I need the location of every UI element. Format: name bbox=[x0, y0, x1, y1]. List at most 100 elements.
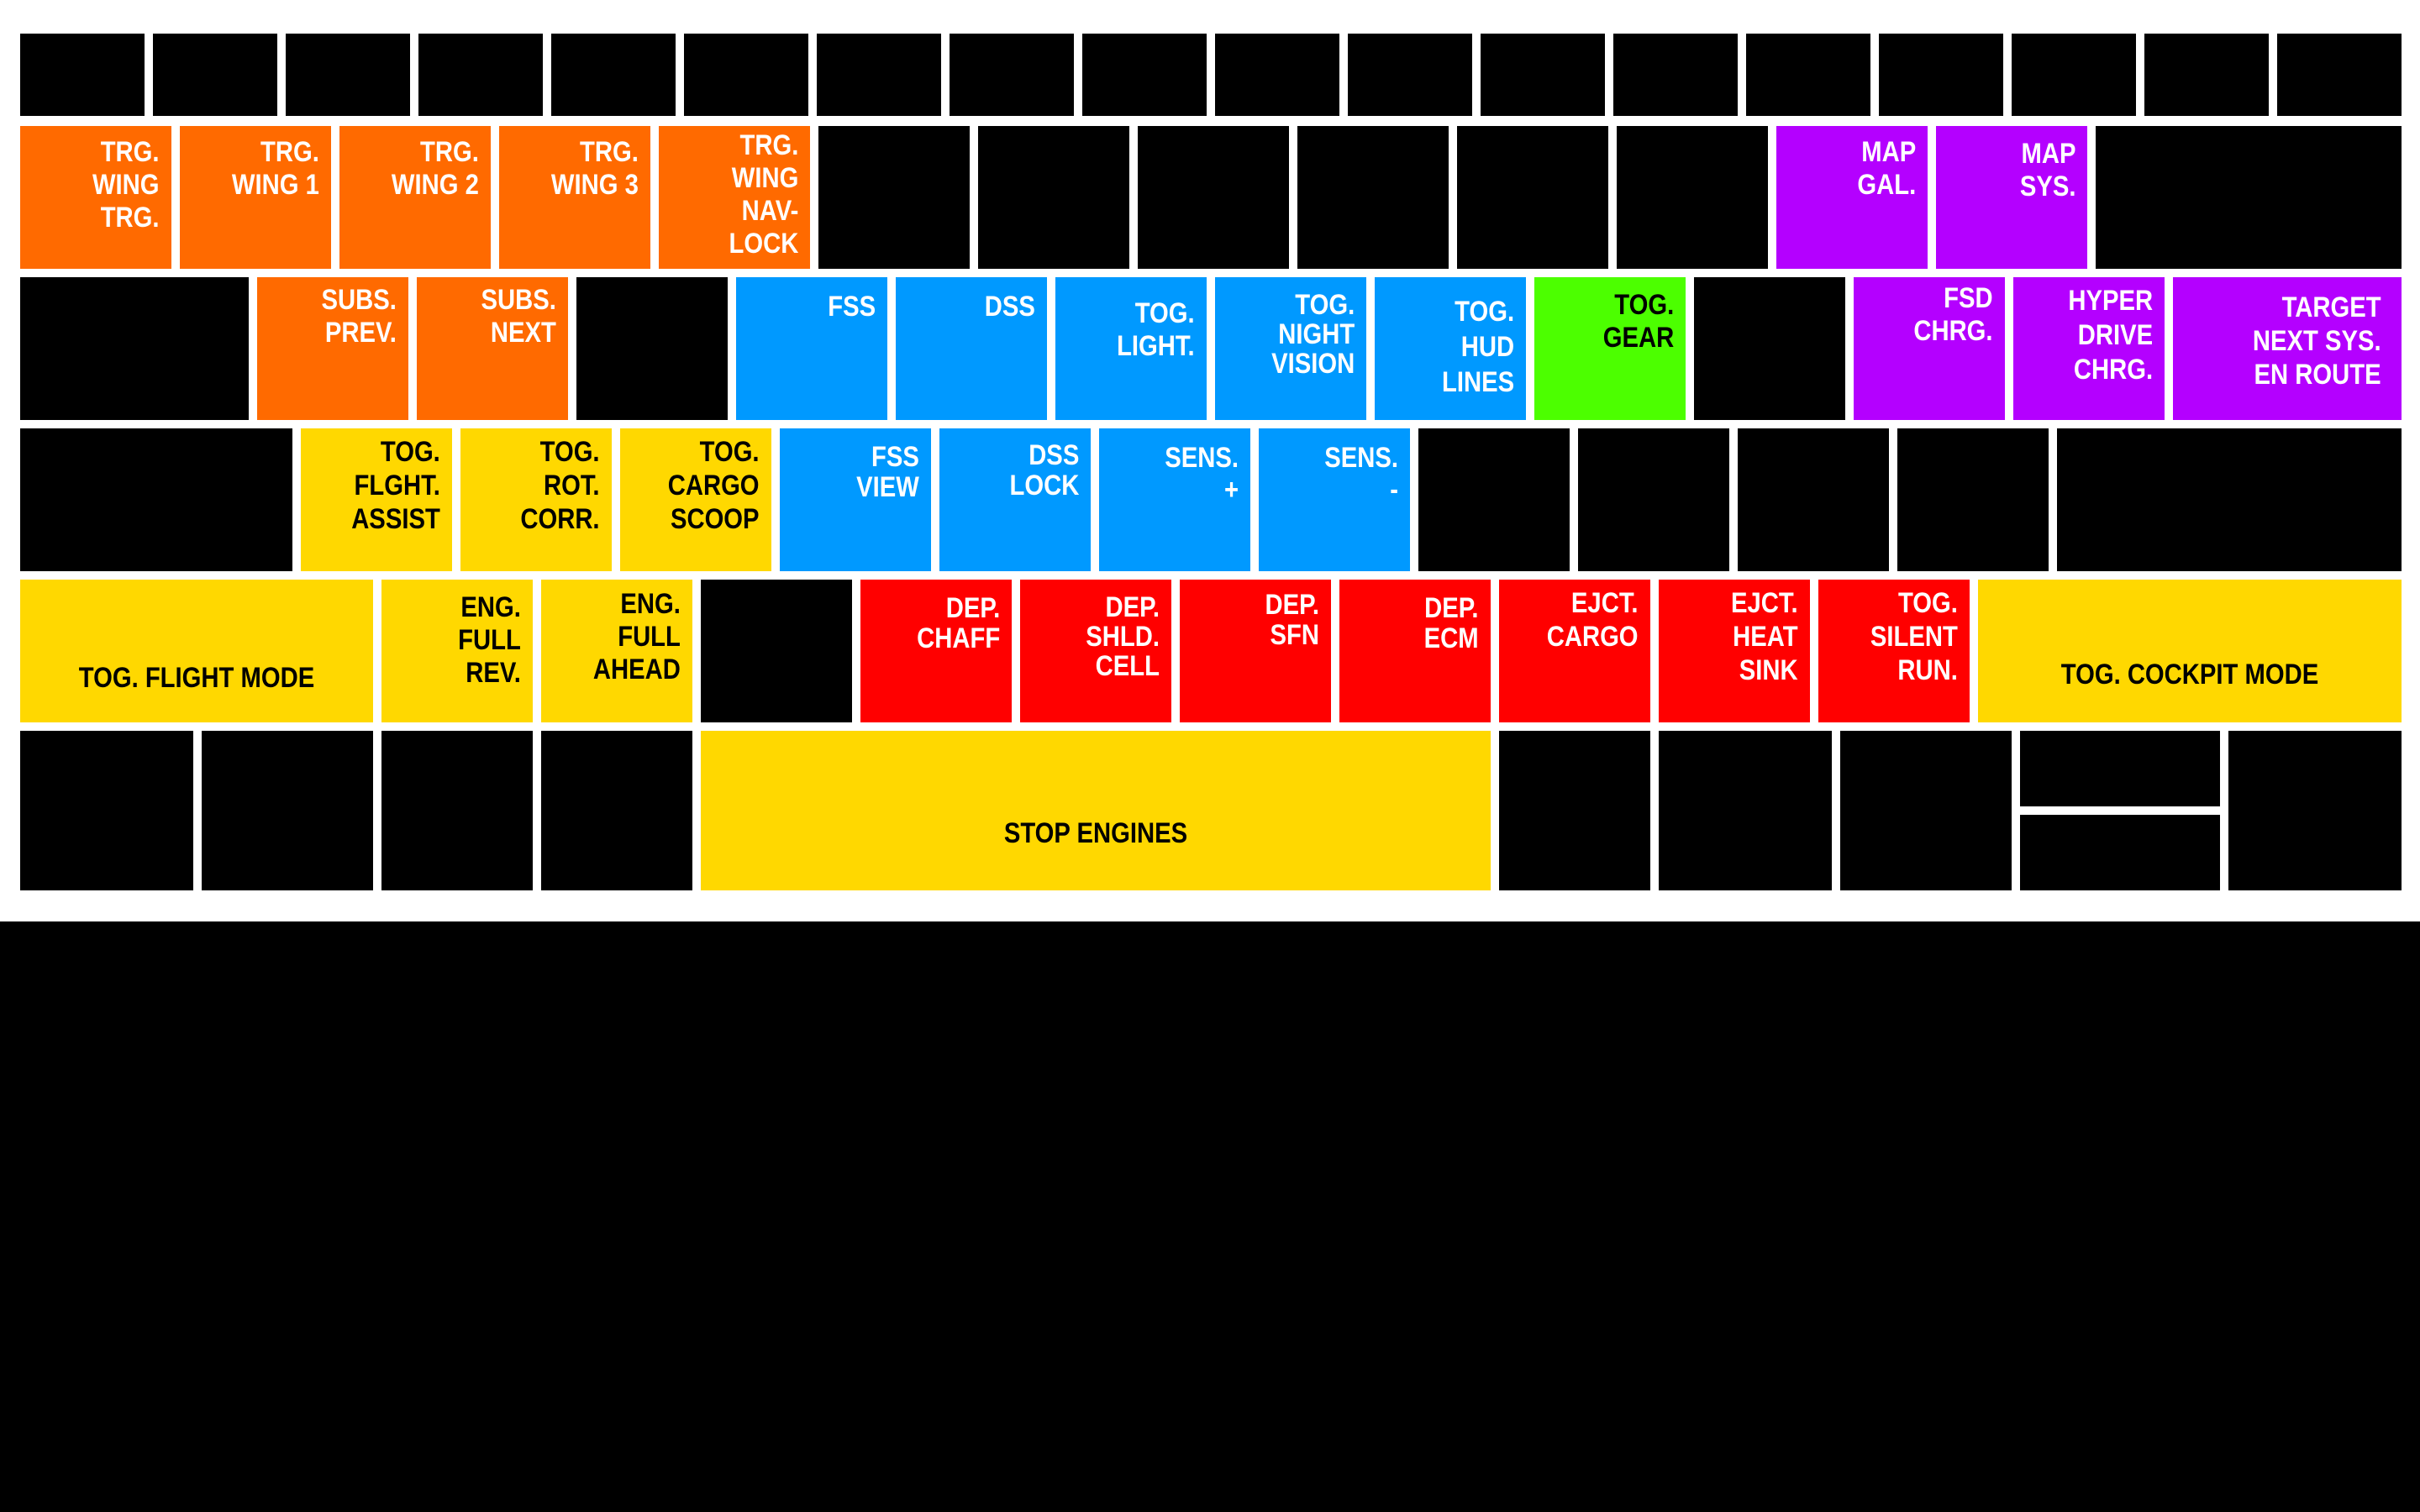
key-blank[interactable] bbox=[2096, 126, 2402, 269]
key-blank[interactable] bbox=[2144, 34, 2269, 116]
key-tog-rot-corr[interactable]: TOG. ROT. CORR. bbox=[460, 428, 612, 571]
key-dss-lock[interactable]: DSS LOCK bbox=[939, 428, 1091, 571]
key-blank[interactable] bbox=[950, 34, 1074, 116]
key-label: TOG. GEAR bbox=[1602, 289, 1674, 354]
key-eng-full-rev[interactable]: ENG. FULL REV. bbox=[381, 580, 533, 722]
key-label: HYPER DRIVE CHRG. bbox=[2068, 285, 2153, 386]
key-fsd-chrg[interactable]: FSD CHRG. bbox=[1854, 277, 2005, 420]
key-blank[interactable] bbox=[1617, 126, 1768, 269]
key-stop-engines[interactable]: STOP ENGINES bbox=[701, 731, 1491, 890]
key-trg-wing-2[interactable]: TRG. WING 2 bbox=[339, 126, 491, 269]
key-blank[interactable] bbox=[1297, 126, 1449, 269]
key-trg-wing-1[interactable]: TRG. WING 1 bbox=[180, 126, 331, 269]
key-blank[interactable] bbox=[576, 277, 728, 420]
key-label: TRG. WING 1 bbox=[232, 136, 319, 201]
keyboard-layout: TRG. WING TRG. TRG. WING 1 TRG. WING 2 T… bbox=[0, 0, 2420, 921]
key-label: DSS LOCK bbox=[1009, 439, 1079, 501]
key-blank[interactable] bbox=[2228, 731, 2402, 890]
key-blank[interactable] bbox=[1659, 731, 1832, 890]
key-map-sys[interactable]: MAP SYS. bbox=[1936, 126, 2087, 269]
key-dep-ecm[interactable]: DEP. ECM bbox=[1339, 580, 1491, 722]
key-blank[interactable] bbox=[381, 731, 533, 890]
key-arrow-up[interactable] bbox=[2020, 731, 2220, 806]
key-blank[interactable] bbox=[418, 34, 543, 116]
key-subs-next[interactable]: SUBS. NEXT bbox=[417, 277, 568, 420]
key-label: STOP ENGINES bbox=[1003, 817, 1188, 849]
key-blank[interactable] bbox=[1082, 34, 1207, 116]
key-hyper-drive-chrg[interactable]: HYPER DRIVE CHRG. bbox=[2013, 277, 2165, 420]
key-tog-night-vision[interactable]: TOG. NIGHT VISION bbox=[1215, 277, 1366, 420]
key-blank[interactable] bbox=[1215, 34, 1339, 116]
key-blank[interactable] bbox=[1481, 34, 1605, 116]
key-trg-wing-nav-lock[interactable]: TRG. WING NAV- LOCK bbox=[659, 126, 810, 269]
key-map-gal[interactable]: MAP GAL. bbox=[1776, 126, 1928, 269]
key-blank[interactable] bbox=[1840, 731, 2012, 890]
key-blank[interactable] bbox=[2277, 34, 2402, 116]
key-label: SENS. + bbox=[1165, 442, 1239, 506]
key-tog-flght-assist[interactable]: TOG. FLGHT. ASSIST bbox=[301, 428, 452, 571]
key-sens-minus[interactable]: SENS. - bbox=[1259, 428, 1410, 571]
key-blank[interactable] bbox=[1738, 428, 1889, 571]
key-blank[interactable] bbox=[153, 34, 277, 116]
key-tog-hud-lines[interactable]: TOG. HUD LINES bbox=[1375, 277, 1526, 420]
key-subs-prev[interactable]: SUBS. PREV. bbox=[257, 277, 408, 420]
key-blank[interactable] bbox=[1613, 34, 1738, 116]
key-trg-wing-trg[interactable]: TRG. WING TRG. bbox=[20, 126, 171, 269]
key-blank[interactable] bbox=[551, 34, 676, 116]
key-label: TOG. ROT. CORR. bbox=[520, 436, 600, 535]
key-blank[interactable] bbox=[684, 34, 808, 116]
key-fss-view[interactable]: FSS VIEW bbox=[780, 428, 931, 571]
key-blank[interactable] bbox=[1348, 34, 1472, 116]
key-blank[interactable] bbox=[2057, 428, 2402, 571]
key-label: DEP. CHAFF bbox=[916, 592, 1000, 654]
key-tog-light[interactable]: TOG. LIGHT. bbox=[1055, 277, 1207, 420]
key-target-next-sys-en-route[interactable]: TARGET NEXT SYS. EN ROUTE bbox=[2173, 277, 2402, 420]
key-tog-silent-run[interactable]: TOG. SILENT RUN. bbox=[1818, 580, 1970, 722]
key-blank[interactable] bbox=[1897, 428, 2049, 571]
key-blank[interactable] bbox=[1499, 731, 1650, 890]
key-label: DEP. SFN bbox=[1265, 589, 1319, 651]
key-blank[interactable] bbox=[20, 34, 145, 116]
key-sens-plus[interactable]: SENS. + bbox=[1099, 428, 1250, 571]
key-tog-flight-mode[interactable]: TOG. FLIGHT MODE bbox=[20, 580, 373, 722]
key-blank[interactable] bbox=[978, 126, 1129, 269]
key-blank[interactable] bbox=[286, 34, 410, 116]
key-trg-wing-3[interactable]: TRG. WING 3 bbox=[499, 126, 650, 269]
key-label: TOG. NIGHT VISION bbox=[1270, 289, 1355, 380]
key-dep-chaff[interactable]: DEP. CHAFF bbox=[860, 580, 1012, 722]
key-blank[interactable] bbox=[1694, 277, 1845, 420]
key-blank[interactable] bbox=[1138, 126, 1289, 269]
key-tog-cockpit-mode[interactable]: TOG. COCKPIT MODE bbox=[1978, 580, 2402, 722]
key-dss[interactable]: DSS bbox=[896, 277, 1047, 420]
key-tog-gear[interactable]: TOG. GEAR bbox=[1534, 277, 1686, 420]
key-label: SENS. - bbox=[1324, 442, 1398, 506]
key-blank[interactable] bbox=[701, 580, 852, 722]
key-fss[interactable]: FSS bbox=[736, 277, 887, 420]
key-ejct-heat-sink[interactable]: EJCT. HEAT SINK bbox=[1659, 580, 1810, 722]
key-blank[interactable] bbox=[817, 34, 941, 116]
key-tog-cargo-scoop[interactable]: TOG. CARGO SCOOP bbox=[620, 428, 771, 571]
key-ejct-cargo[interactable]: EJCT. CARGO bbox=[1499, 580, 1650, 722]
key-dep-shld-cell[interactable]: DEP. SHLD. CELL bbox=[1020, 580, 1171, 722]
key-blank[interactable] bbox=[202, 731, 373, 890]
key-label: EJCT. CARGO bbox=[1547, 587, 1639, 653]
key-blank[interactable] bbox=[1746, 34, 1870, 116]
key-label: FSD CHRG. bbox=[1913, 282, 1993, 347]
key-blank[interactable] bbox=[541, 731, 692, 890]
key-blank[interactable] bbox=[20, 428, 292, 571]
key-blank[interactable] bbox=[1418, 428, 1570, 571]
key-blank[interactable] bbox=[1457, 126, 1608, 269]
key-label: TOG. HUD LINES bbox=[1441, 296, 1514, 398]
key-dep-sfn[interactable]: DEP. SFN bbox=[1180, 580, 1331, 722]
key-blank[interactable] bbox=[2012, 34, 2136, 116]
key-blank[interactable] bbox=[1879, 34, 2003, 116]
key-blank[interactable] bbox=[1578, 428, 1729, 571]
key-blank[interactable] bbox=[20, 277, 249, 420]
key-eng-full-ahead[interactable]: ENG. FULL AHEAD bbox=[541, 580, 692, 722]
key-arrow-down[interactable] bbox=[2020, 815, 2220, 890]
empty-area bbox=[0, 921, 2420, 1512]
key-blank[interactable] bbox=[818, 126, 970, 269]
key-blank[interactable] bbox=[20, 731, 193, 890]
key-label: EJCT. HEAT SINK bbox=[1731, 587, 1798, 686]
key-label: TOG. CARGO SCOOP bbox=[668, 436, 760, 535]
